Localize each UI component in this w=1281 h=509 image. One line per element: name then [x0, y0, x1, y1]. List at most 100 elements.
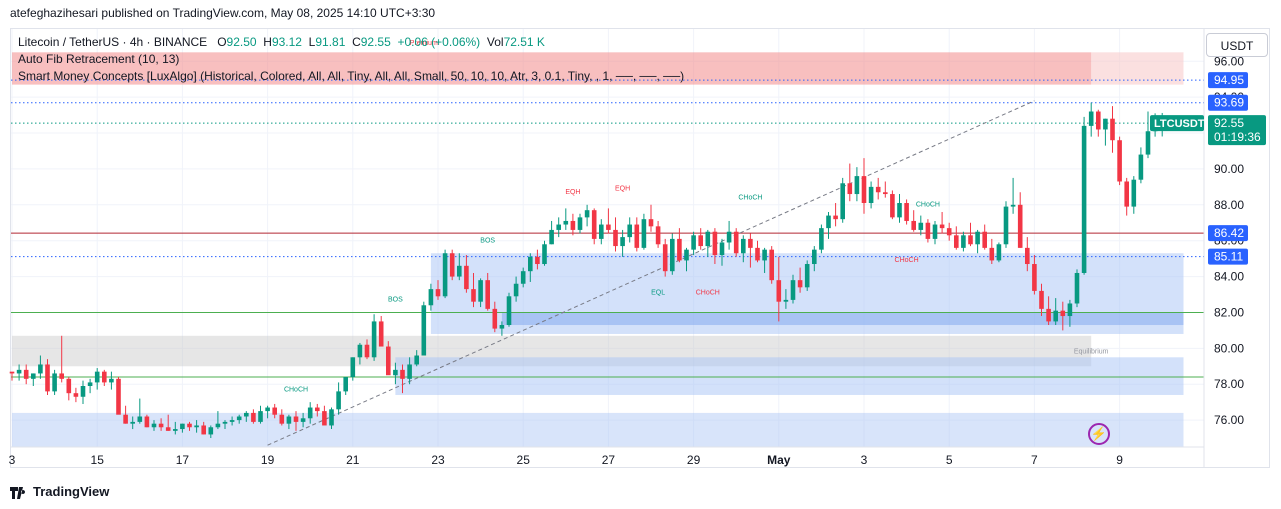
candle-body[interactable] [464, 265, 469, 290]
candle-body[interactable] [670, 238, 675, 272]
candle-body[interactable] [45, 364, 50, 392]
candle-body[interactable] [591, 210, 597, 239]
candle-body[interactable] [904, 203, 909, 221]
candle-body[interactable] [584, 210, 590, 218]
candle-body[interactable] [52, 373, 57, 392]
bolt-icon[interactable]: ⚡ [1088, 423, 1110, 445]
tradingview-logo[interactable]: TradingView [10, 484, 109, 499]
candle-body[interactable] [208, 427, 214, 435]
candle-body[interactable] [457, 265, 462, 277]
indicator-fib[interactable]: Auto Fib Retracement (10, 13) [18, 52, 180, 66]
candle-body[interactable] [1067, 303, 1073, 317]
candle-body[interactable] [499, 325, 505, 329]
candle-body[interactable] [840, 183, 845, 220]
candle-body[interactable] [996, 244, 1002, 261]
candle-body[interactable] [435, 289, 441, 297]
candle-body[interactable] [364, 344, 370, 358]
candle-body[interactable] [94, 371, 100, 383]
candle-body[interactable] [954, 235, 959, 248]
candle-body[interactable] [478, 280, 483, 302]
candle-body[interactable] [790, 280, 796, 300]
candle-body[interactable] [293, 416, 299, 422]
candle-body[interactable] [698, 235, 703, 247]
candle-body[interactable] [982, 231, 987, 248]
candle-body[interactable] [492, 308, 498, 329]
candle-body[interactable] [244, 412, 249, 417]
candle-body[interactable] [542, 244, 547, 265]
candle-body[interactable] [883, 192, 888, 195]
candle-body[interactable] [762, 249, 767, 261]
candle-body[interactable] [393, 369, 398, 376]
candle-body[interactable] [442, 253, 448, 297]
candle-body[interactable] [968, 235, 973, 245]
candle-body[interactable] [386, 346, 391, 376]
candle-body[interactable] [961, 235, 966, 248]
candle-body[interactable] [769, 249, 774, 281]
candle-body[interactable] [251, 412, 256, 422]
candle-body[interactable] [137, 416, 143, 422]
candle-body[interactable] [279, 414, 285, 424]
candle-body[interactable] [286, 416, 292, 424]
candle-body[interactable] [890, 194, 895, 218]
candle-body[interactable] [570, 220, 576, 230]
candle-body[interactable] [748, 238, 753, 248]
candle-body[interactable] [151, 423, 157, 428]
candle-body[interactable] [109, 378, 114, 383]
candle-body[interactable] [563, 220, 569, 225]
candle-body[interactable] [875, 186, 881, 193]
candle-body[interactable] [513, 283, 519, 297]
candle-body[interactable] [1032, 264, 1037, 291]
candle-body[interactable] [712, 231, 718, 256]
candle-body[interactable] [946, 228, 952, 236]
candle-body[interactable] [16, 369, 22, 374]
candle-body[interactable] [1060, 310, 1066, 317]
candle-body[interactable] [797, 280, 803, 288]
candle-body[interactable] [634, 224, 640, 248]
candle-body[interactable] [854, 176, 860, 195]
candle-body[interactable] [911, 220, 916, 230]
candle-body[interactable] [1110, 118, 1115, 141]
candle-body[interactable] [1088, 111, 1094, 126]
candle-body[interactable] [1010, 204, 1016, 207]
candle-body[interactable] [897, 203, 902, 218]
candle-body[interactable] [599, 224, 604, 239]
candle-body[interactable] [485, 280, 490, 309]
candle-body[interactable] [1124, 181, 1129, 207]
candle-body[interactable] [400, 369, 405, 379]
candle-body[interactable] [38, 364, 43, 374]
candle-body[interactable] [194, 425, 199, 428]
candle-body[interactable] [173, 429, 178, 431]
candle-body[interactable] [627, 224, 632, 238]
candle-body[interactable] [975, 231, 980, 245]
candle-body[interactable] [1145, 131, 1151, 155]
candle-body[interactable] [329, 409, 334, 426]
candle-body[interactable] [414, 355, 419, 365]
candle-body[interactable] [343, 377, 348, 392]
candle-body[interactable] [31, 373, 36, 379]
candle-body[interactable] [577, 217, 583, 230]
candle-body[interactable] [506, 296, 512, 326]
candle-body[interactable] [215, 423, 221, 428]
candle-body[interactable] [1138, 154, 1144, 180]
candle-body[interactable] [66, 378, 72, 394]
candle-body[interactable] [378, 321, 384, 347]
candle-body[interactable] [804, 264, 810, 288]
indicator-smc[interactable]: Smart Money Concepts [LuxAlgo] (Historic… [18, 69, 685, 83]
candle-body[interactable] [23, 369, 29, 379]
candle-body[interactable] [833, 215, 838, 220]
candle-body[interactable] [1025, 247, 1030, 265]
candle-body[interactable] [59, 373, 64, 379]
candle-body[interactable] [236, 416, 242, 421]
candle-body[interactable] [918, 222, 924, 230]
candle-body[interactable] [449, 253, 455, 277]
candle-body[interactable] [1046, 308, 1051, 322]
candle-body[interactable] [733, 231, 739, 254]
candle-body[interactable] [726, 231, 732, 243]
candle-body[interactable] [307, 407, 313, 419]
candle-body[interactable] [407, 364, 412, 379]
candle-body[interactable] [471, 289, 476, 302]
candle-body[interactable] [641, 219, 647, 248]
candle-body[interactable] [1131, 179, 1137, 207]
candle-body[interactable] [201, 425, 206, 435]
candle-body[interactable] [350, 357, 356, 378]
